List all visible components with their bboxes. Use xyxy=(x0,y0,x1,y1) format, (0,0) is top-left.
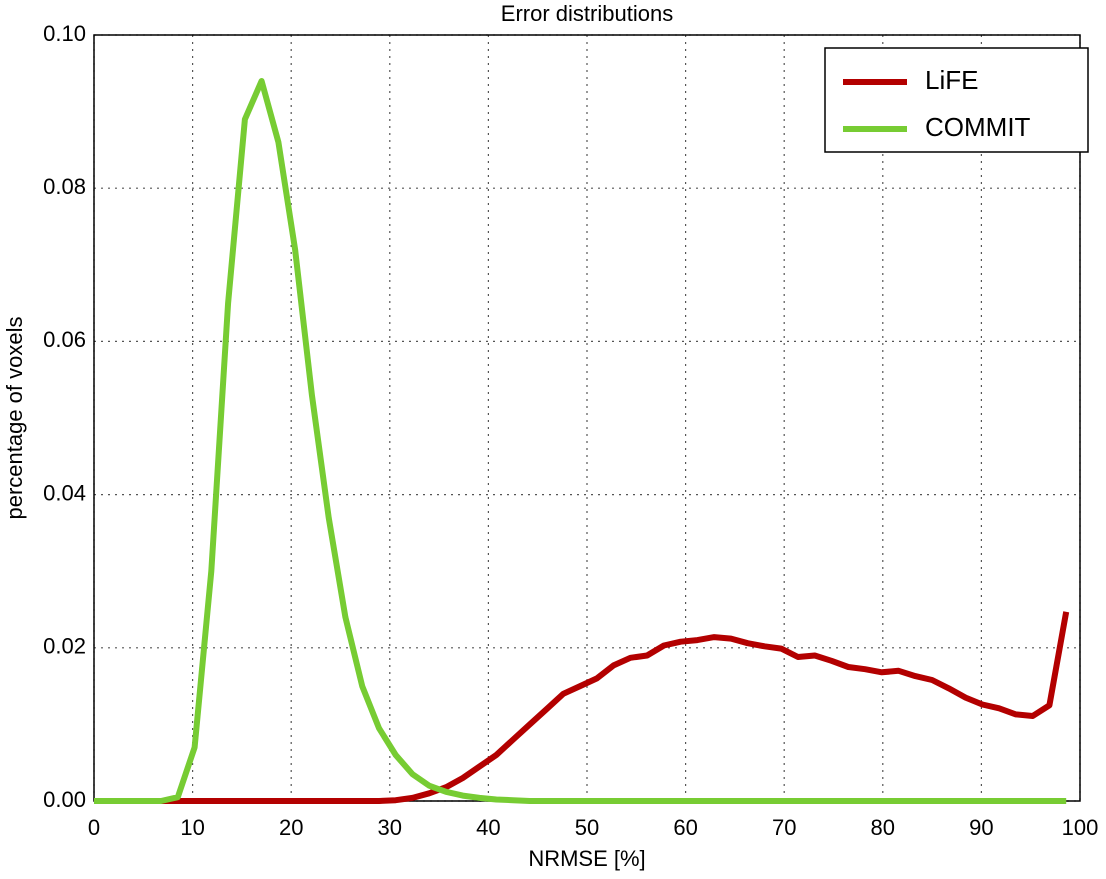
x-tick-label: 80 xyxy=(871,815,895,840)
line-series xyxy=(94,611,1070,804)
x-axis-label: NRMSE [%] xyxy=(528,846,645,871)
y-tick-label: 0.04 xyxy=(43,480,86,505)
y-tick-label: 0.08 xyxy=(43,174,86,199)
x-tick-label: 90 xyxy=(969,815,993,840)
y-tick-label: 0.00 xyxy=(43,787,86,812)
y-tick-label: 0.02 xyxy=(43,634,86,659)
x-tick-label: 20 xyxy=(279,815,303,840)
chart-title: Error distributions xyxy=(501,1,673,26)
x-tick-label: 50 xyxy=(575,815,599,840)
line-series xyxy=(94,78,1067,804)
x-tick-label: 40 xyxy=(476,815,500,840)
legend-label: COMMIT xyxy=(925,112,1031,142)
legend-label: LiFE xyxy=(925,65,978,95)
x-tick-label: 60 xyxy=(673,815,697,840)
x-tick-label: 30 xyxy=(378,815,402,840)
x-tick-label: 10 xyxy=(180,815,204,840)
x-tick-label: 100 xyxy=(1062,815,1099,840)
x-tick-label: 0 xyxy=(88,815,100,840)
y-tick-label: 0.06 xyxy=(43,327,86,352)
y-axis-label: percentage of voxels xyxy=(2,316,27,519)
legend-box xyxy=(824,47,1089,153)
x-tick-label: 70 xyxy=(772,815,796,840)
y-tick-label: 0.10 xyxy=(43,21,86,46)
